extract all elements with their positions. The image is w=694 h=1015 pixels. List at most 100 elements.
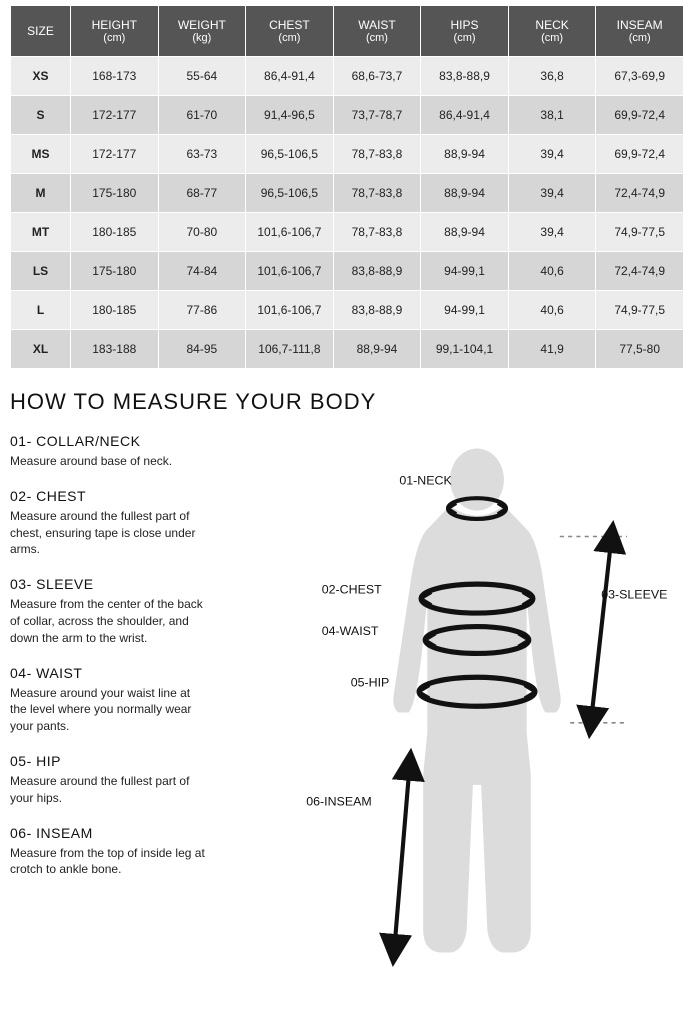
value-cell: 78,7-83,8 (333, 174, 421, 213)
instruction-text: Measure around base of neck. (10, 453, 210, 470)
instruction-text: Measure from the center of the back of c… (10, 596, 210, 646)
value-cell: 99,1-104,1 (421, 330, 509, 369)
instruction-block: 06- INSEAM Measure from the top of inside… (10, 825, 260, 879)
col-header: INSEAM(cm) (596, 6, 684, 57)
instruction-block: 01- COLLAR/NECKMeasure around base of ne… (10, 433, 260, 470)
value-cell: 77,5-80 (596, 330, 684, 369)
value-cell: 36,8 (508, 57, 596, 96)
label-sleeve: 03-SLEEVE (601, 588, 667, 602)
value-cell: 61-70 (158, 96, 246, 135)
table-row: LS175-18074-84101,6-106,783,8-88,994-99,… (11, 252, 684, 291)
value-cell: 74,9-77,5 (596, 213, 684, 252)
instruction-text: Measure from the top of inside leg at cr… (10, 845, 210, 879)
section-title: HOW TO MEASURE YOUR BODY (10, 389, 684, 415)
table-row: MS172-17763-7396,5-106,578,7-83,888,9-94… (11, 135, 684, 174)
col-header-unit: (cm) (75, 32, 154, 44)
size-table: SIZEHEIGHT(cm)WEIGHT(kg)CHEST(cm)WAIST(c… (10, 5, 684, 369)
value-cell: 101,6-106,7 (246, 213, 334, 252)
size-cell: S (11, 96, 71, 135)
value-cell: 101,6-106,7 (246, 291, 334, 330)
label-inseam: 06-INSEAM (306, 795, 372, 809)
sleeve-tape (560, 536, 627, 722)
col-header-unit: (cm) (425, 32, 504, 44)
label-chest: 02-CHEST (322, 582, 382, 596)
body-diagram: 01-NECK 03-SLEEVE 02-CHEST (270, 433, 684, 995)
col-header-unit: (cm) (338, 32, 417, 44)
value-cell: 180-185 (71, 213, 159, 252)
value-cell: 86,4-91,4 (421, 96, 509, 135)
col-header: CHEST(cm) (246, 6, 334, 57)
value-cell: 94-99,1 (421, 252, 509, 291)
col-header-label: INSEAM (600, 18, 679, 32)
size-table-head: SIZEHEIGHT(cm)WEIGHT(kg)CHEST(cm)WAIST(c… (11, 6, 684, 57)
value-cell: 96,5-106,5 (246, 174, 334, 213)
table-row: L180-18577-86101,6-106,783,8-88,994-99,1… (11, 291, 684, 330)
instruction-block: 05- HIPMeasure around the fullest part o… (10, 753, 260, 807)
value-cell: 77-86 (158, 291, 246, 330)
value-cell: 180-185 (71, 291, 159, 330)
table-row: XL183-18884-95106,7-111,888,9-9499,1-104… (11, 330, 684, 369)
value-cell: 63-73 (158, 135, 246, 174)
table-row: M175-18068-7796,5-106,578,7-83,888,9-943… (11, 174, 684, 213)
size-cell: XL (11, 330, 71, 369)
value-cell: 96,5-106,5 (246, 135, 334, 174)
value-cell: 88,9-94 (333, 330, 421, 369)
instruction-title: 04- WAIST (10, 665, 260, 681)
value-cell: 55-64 (158, 57, 246, 96)
col-header-label: NECK (513, 18, 592, 32)
value-cell: 69,9-72,4 (596, 135, 684, 174)
instruction-block: 04- WAIST Measure around your waist line … (10, 665, 260, 735)
instruction-text: Measure around your waist line at the le… (10, 685, 210, 735)
value-cell: 39,4 (508, 213, 596, 252)
col-header-unit: (cm) (250, 32, 329, 44)
instruction-block: 02- CHESTMeasure around the fullest part… (10, 488, 260, 558)
value-cell: 86,4-91,4 (246, 57, 334, 96)
size-cell: MS (11, 135, 71, 174)
value-cell: 72,4-74,9 (596, 252, 684, 291)
measure-section: 01- COLLAR/NECKMeasure around base of ne… (10, 433, 684, 995)
instruction-title: 03- SLEEVE (10, 576, 260, 592)
value-cell: 84-95 (158, 330, 246, 369)
value-cell: 69,9-72,4 (596, 96, 684, 135)
label-neck: 01-NECK (399, 474, 452, 488)
col-header: WEIGHT(kg) (158, 6, 246, 57)
instruction-block: 03- SLEEVE Measure from the center of the… (10, 576, 260, 646)
value-cell: 70-80 (158, 213, 246, 252)
value-cell: 73,7-78,7 (333, 96, 421, 135)
instruction-title: 06- INSEAM (10, 825, 260, 841)
value-cell: 38,1 (508, 96, 596, 135)
instruction-title: 05- HIP (10, 753, 260, 769)
col-header-label: CHEST (250, 18, 329, 32)
label-hip: 05-HIP (351, 676, 390, 690)
size-cell: MT (11, 213, 71, 252)
value-cell: 83,8-88,9 (333, 252, 421, 291)
col-header: HEIGHT(cm) (71, 6, 159, 57)
col-header: SIZE (11, 6, 71, 57)
value-cell: 172-177 (71, 135, 159, 174)
value-cell: 40,6 (508, 252, 596, 291)
instruction-title: 02- CHEST (10, 488, 260, 504)
value-cell: 72,4-74,9 (596, 174, 684, 213)
value-cell: 67,3-69,9 (596, 57, 684, 96)
col-header-label: WAIST (338, 18, 417, 32)
value-cell: 41,9 (508, 330, 596, 369)
value-cell: 78,7-83,8 (333, 135, 421, 174)
value-cell: 168-173 (71, 57, 159, 96)
value-cell: 172-177 (71, 96, 159, 135)
value-cell: 74,9-77,5 (596, 291, 684, 330)
value-cell: 175-180 (71, 252, 159, 291)
value-cell: 88,9-94 (421, 213, 509, 252)
value-cell: 68-77 (158, 174, 246, 213)
table-row: XS168-17355-6486,4-91,468,6-73,783,8-88,… (11, 57, 684, 96)
value-cell: 78,7-83,8 (333, 213, 421, 252)
value-cell: 106,7-111,8 (246, 330, 334, 369)
table-row: S172-17761-7091,4-96,573,7-78,786,4-91,4… (11, 96, 684, 135)
col-header-unit: (kg) (163, 32, 242, 44)
value-cell: 74-84 (158, 252, 246, 291)
value-cell: 39,4 (508, 174, 596, 213)
col-header-label: SIZE (15, 24, 66, 38)
size-cell: L (11, 291, 71, 330)
value-cell: 83,8-88,9 (421, 57, 509, 96)
col-header-unit: (cm) (513, 32, 592, 44)
col-header: WAIST(cm) (333, 6, 421, 57)
